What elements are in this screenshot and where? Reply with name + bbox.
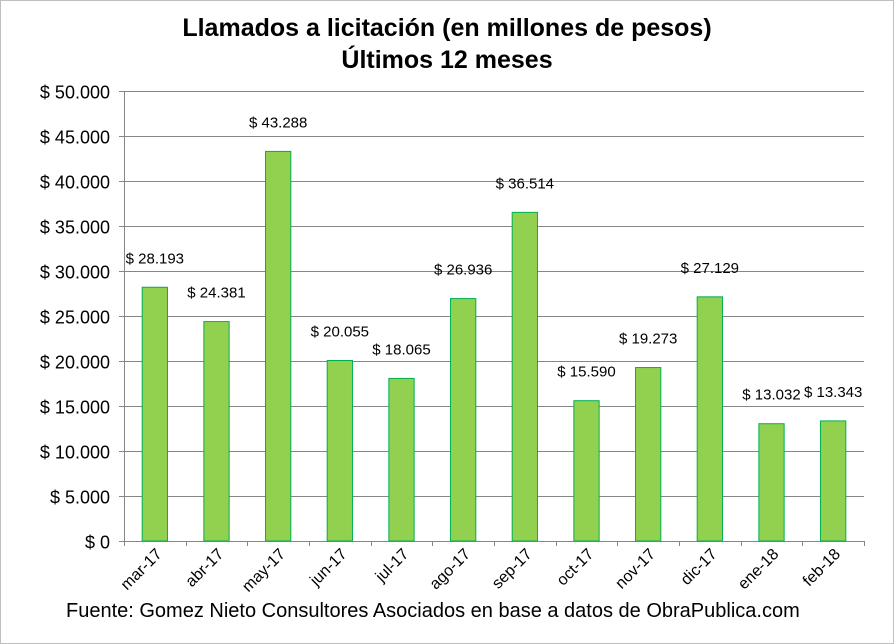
chart-subtitle: Últimos 12 meses (341, 46, 553, 74)
x-tick-label: may-17 (239, 546, 289, 596)
y-tick-label: $ 45.000 (40, 128, 110, 148)
y-tick-label: $ 40.000 (40, 173, 110, 193)
chart-title-block: Llamados a licitación (en millones de pe… (0, 12, 894, 76)
data-label: $ 15.590 (557, 364, 615, 381)
x-tick-label: ene-18 (735, 546, 782, 593)
bar (265, 150, 292, 542)
bar (141, 286, 168, 542)
bar (573, 400, 600, 542)
y-tick-label: $ 20.000 (40, 353, 110, 373)
y-tick-label: $ 15.000 (40, 398, 110, 418)
data-label: $ 27.129 (681, 260, 739, 277)
x-tick-label: nov-17 (612, 546, 659, 593)
data-label: $ 36.514 (496, 175, 554, 192)
data-label: $ 18.065 (372, 341, 430, 358)
bar (450, 298, 477, 542)
y-tick-label: $ 35.000 (40, 218, 110, 238)
data-label: $ 20.055 (311, 324, 369, 341)
y-tick-label: $ 30.000 (40, 263, 110, 283)
chart-title: Llamados a licitación (en millones de pe… (182, 14, 712, 42)
x-tick-label: jul-17 (372, 546, 412, 586)
bar (326, 360, 353, 542)
bar (203, 321, 230, 542)
x-tick-label: jun-17 (306, 546, 350, 590)
data-label: $ 13.343 (804, 384, 862, 401)
x-tick-label: mar-17 (118, 546, 166, 594)
data-label: $ 19.273 (619, 331, 677, 348)
x-tick-label: oct-17 (554, 546, 598, 590)
x-tick-label: feb-18 (800, 546, 844, 590)
data-label: $ 13.032 (742, 387, 800, 404)
bar (635, 367, 662, 542)
y-tick-label: $ 25.000 (40, 308, 110, 328)
data-label: $ 43.288 (249, 114, 307, 131)
data-label: $ 24.381 (187, 285, 245, 302)
x-tick-label: sep-17 (489, 546, 536, 593)
bar (820, 420, 847, 542)
bar (388, 377, 415, 542)
y-tick-label: $ 0 (85, 533, 110, 553)
bar (758, 423, 785, 542)
bar (511, 211, 538, 542)
x-tick-label: abr-17 (183, 546, 228, 591)
y-tick-label: $ 10.000 (40, 443, 110, 463)
bar (696, 296, 723, 542)
data-label: $ 26.936 (434, 262, 492, 279)
y-tick-label: $ 50.000 (40, 83, 110, 103)
data-label: $ 28.193 (126, 250, 184, 267)
x-tick-label: dic-17 (678, 546, 721, 589)
source-note: Fuente: Gomez Nieto Consultores Asociado… (66, 600, 800, 622)
y-tick-label: $ 5.000 (50, 488, 110, 508)
x-tick-label: ago-17 (427, 546, 474, 593)
